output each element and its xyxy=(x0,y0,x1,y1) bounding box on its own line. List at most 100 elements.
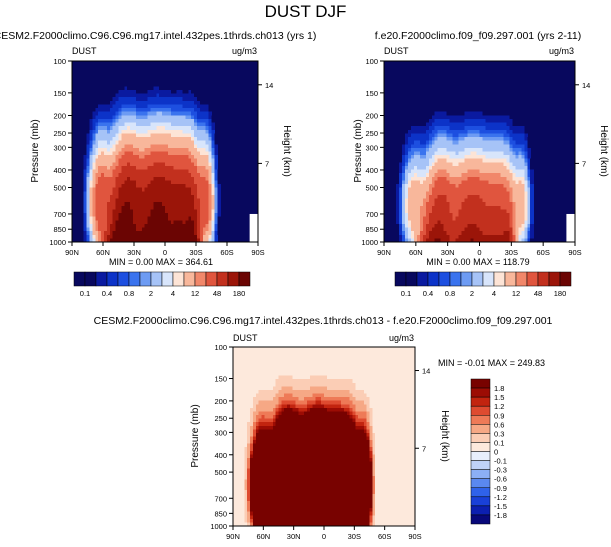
heatmap-cell xyxy=(524,194,528,200)
heatmap-cell xyxy=(165,209,169,214)
heatmap-cell xyxy=(292,357,297,362)
heatmap-cell xyxy=(332,393,336,398)
heatmap-cell xyxy=(165,173,169,178)
heatmap-cell xyxy=(95,216,99,221)
heatmap-cell xyxy=(446,118,451,124)
heatmap-cell xyxy=(482,162,487,167)
heatmap-cell xyxy=(375,364,379,370)
heatmap-cell xyxy=(467,180,472,185)
heatmap-cell xyxy=(106,184,111,189)
heatmap-cell xyxy=(182,191,186,196)
heatmap-cell xyxy=(272,407,277,413)
heatmap-cell xyxy=(144,198,149,203)
heatmap-cell xyxy=(372,347,376,352)
heatmap-cell xyxy=(153,115,157,120)
colorbar-swatch xyxy=(227,271,240,287)
heatmap-cell xyxy=(208,187,213,192)
heatmap-cell xyxy=(431,227,436,232)
heatmap-cell xyxy=(398,180,403,185)
heatmap-cell xyxy=(341,397,345,402)
heatmap-cell xyxy=(109,194,114,200)
heatmap-cell xyxy=(144,115,149,120)
heatmap-cell xyxy=(205,108,210,113)
heatmap-cell xyxy=(306,389,311,395)
heatmap-cell xyxy=(89,220,93,225)
heatmap-cell xyxy=(461,173,466,178)
heatmap-cell xyxy=(524,227,528,232)
heatmap-cell xyxy=(413,234,418,239)
heatmap-cell xyxy=(437,165,442,171)
heatmap-cell xyxy=(473,137,478,142)
heatmap-cell xyxy=(395,216,400,221)
heatmap-cell xyxy=(214,184,218,189)
heatmap-cell xyxy=(199,137,204,142)
heatmap-cell xyxy=(349,389,354,395)
heatmap-cell xyxy=(165,165,169,171)
heatmap-cell xyxy=(101,165,105,171)
heatmap-cell xyxy=(407,165,412,171)
heatmap-cell xyxy=(341,393,345,398)
heatmap-cell xyxy=(506,140,510,145)
heatmap-cell xyxy=(255,379,260,384)
heatmap-cell xyxy=(98,173,102,178)
heatmap-cell xyxy=(80,194,85,200)
heatmap-cell xyxy=(235,393,240,398)
heatmap-cell xyxy=(86,220,91,225)
heatmap-cell xyxy=(321,372,325,377)
heatmap-cell xyxy=(170,238,175,243)
heatmap-cell xyxy=(346,364,351,370)
heatmap-cell xyxy=(494,165,498,171)
heatmap-cell xyxy=(375,404,379,409)
heatmap-cell xyxy=(185,169,189,174)
heatmap-cell xyxy=(425,176,430,182)
heatmap-cell xyxy=(479,165,484,171)
x-tick-label: 30S xyxy=(189,248,202,257)
heatmap-cell xyxy=(150,93,154,98)
heatmap-cell xyxy=(437,158,442,163)
heatmap-cell xyxy=(147,162,152,167)
heatmap-cell xyxy=(150,86,154,91)
heatmap-cell xyxy=(446,216,451,221)
heatmap-cell xyxy=(284,393,288,398)
heatmap-cell xyxy=(389,404,393,409)
panel-left-ylabel-right: Height (km) xyxy=(281,125,292,177)
heatmap-cell xyxy=(244,418,248,423)
heatmap-cell xyxy=(173,216,178,221)
heatmap-cell xyxy=(338,382,342,387)
heatmap-cell xyxy=(127,108,131,113)
heatmap-cell xyxy=(95,169,99,174)
heatmap-cell xyxy=(194,89,198,95)
heatmap-cell xyxy=(455,191,460,196)
heatmap-cell xyxy=(162,165,166,171)
heatmap-cell xyxy=(324,379,328,384)
heatmap-cell xyxy=(452,194,457,200)
heatmap-cell xyxy=(406,357,410,362)
heatmap-cell xyxy=(162,115,166,120)
heatmap-cell xyxy=(95,129,99,134)
colorbar-label: 2 xyxy=(470,289,474,298)
heatmap-cell xyxy=(112,223,117,229)
heatmap-cell xyxy=(398,155,403,160)
heatmap-cell xyxy=(179,180,184,185)
heatmap-cell xyxy=(250,357,254,362)
heatmap-cell xyxy=(437,198,442,203)
heatmap-cell xyxy=(503,187,507,192)
heatmap-cell xyxy=(395,187,400,192)
heatmap-cell xyxy=(182,198,186,203)
heatmap-cell xyxy=(267,379,271,384)
heatmap-cell xyxy=(491,231,496,236)
heatmap-cell xyxy=(135,202,140,207)
heatmap-cell xyxy=(372,375,376,380)
heatmap-cell xyxy=(83,220,88,225)
heatmap-cell xyxy=(202,184,207,189)
heatmap-cell xyxy=(530,173,534,178)
heatmap-cell xyxy=(196,111,201,116)
heatmap-cell xyxy=(92,108,96,113)
heatmap-cell xyxy=(410,213,415,218)
heatmap-cell xyxy=(406,400,410,405)
heatmap-cell xyxy=(159,147,163,153)
heatmap-cell xyxy=(121,129,125,134)
heatmap-cell xyxy=(211,151,216,156)
heatmap-cell xyxy=(440,129,445,134)
